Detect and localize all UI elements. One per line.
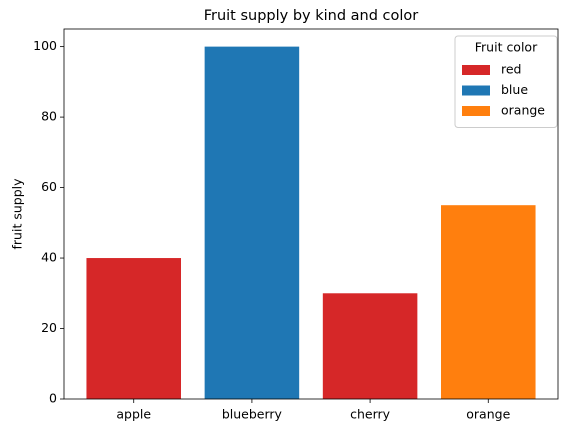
y-tick-label: 40 [41, 250, 57, 265]
y-tick-label: 20 [41, 320, 57, 335]
y-tick-label: 60 [41, 179, 57, 194]
bar [204, 46, 300, 399]
bar [86, 258, 181, 399]
bar [441, 205, 536, 399]
legend-label: blue [501, 82, 528, 97]
bar [322, 293, 418, 399]
legend-label: orange [501, 103, 545, 118]
y-axis-label: fruit supply [10, 178, 25, 250]
x-tick-label: cherry [350, 407, 391, 422]
chart-title: Fruit supply by kind and color [204, 8, 419, 24]
legend-title: Fruit color [475, 40, 538, 55]
plot-frame [63, 28, 559, 400]
legend: Fruit color red blue orange [454, 35, 558, 128]
x-tick-label: apple [116, 407, 151, 422]
legend-swatch [462, 106, 490, 116]
y-tick-label: 80 [41, 109, 57, 124]
legend-box [454, 35, 558, 128]
legend-swatch [462, 65, 490, 75]
y-tick-label: 100 [33, 38, 57, 53]
legend-swatch [462, 85, 490, 96]
y-tick-label: 0 [49, 391, 57, 406]
x-tick-label: orange [466, 407, 510, 422]
x-tick-label: blueberry [222, 407, 283, 422]
legend-label: red [501, 62, 522, 77]
